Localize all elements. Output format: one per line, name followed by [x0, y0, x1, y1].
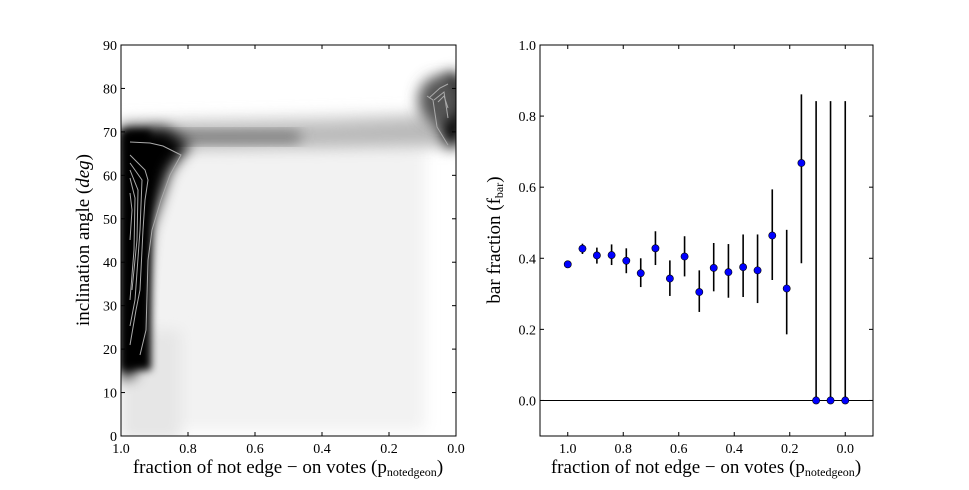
y-tick-label: 20 — [103, 343, 117, 358]
density-map — [121, 45, 456, 436]
data-point — [768, 231, 777, 240]
data-point — [636, 269, 645, 278]
x-tick-label: 0.0 — [447, 442, 465, 457]
x-tick-label: 0.2 — [380, 442, 398, 457]
scatter-axes-frame — [539, 44, 874, 437]
y-tick-label: 80 — [103, 82, 117, 97]
y-tick-label: 30 — [103, 300, 117, 315]
y-tick-label: 40 — [103, 256, 117, 271]
y-tick-label: 0.6 — [519, 181, 537, 196]
x-tick-label: 0.4 — [313, 442, 331, 457]
x-tick-label: 0.6 — [246, 442, 264, 457]
scatter-ticks: 1.0 0.8 0.6 0.4 0.2 0.0 0.0 0.2 0.4 0.6 0.8 1.0 — [519, 39, 873, 457]
x-tick-label: 0.4 — [726, 442, 744, 457]
data-point — [607, 251, 616, 259]
heatmap-panel: 1.0 0.8 0.6 0.4 0.2 0.0 0 10 20 30 40 50 60 70 80 90 fr… — [73, 39, 465, 479]
data-point — [812, 396, 821, 405]
data-point — [724, 268, 733, 277]
data-point — [797, 159, 806, 167]
data-point — [841, 396, 850, 405]
y-tick-label: 90 — [103, 39, 117, 54]
data-point — [592, 251, 601, 260]
data-point — [578, 244, 587, 253]
y-tick-label: 0 — [110, 430, 117, 445]
bar-fraction-panel: 1.0 0.8 0.6 0.4 0.2 0.0 0.0 0.2 0.4 0.6 0.8 1.0 fra… — [484, 39, 874, 479]
x-tick-label: 0.8 — [179, 442, 197, 457]
data-point — [753, 266, 762, 275]
data-point — [826, 396, 835, 405]
scatter-x-axis-label: fraction of not edge − on votes (pnotedg… — [551, 457, 861, 479]
y-tick-label: 10 — [103, 387, 117, 402]
x-tick-label: 0.0 — [837, 442, 855, 457]
y-tick-label: 0.2 — [519, 323, 537, 338]
bar-fraction-marks — [540, 94, 873, 405]
x-tick-label: 1.0 — [559, 442, 577, 457]
heatmap-x-axis-label: fraction of not edge − on votes (pnotedg… — [133, 457, 443, 479]
y-tick-label: 0.8 — [519, 110, 537, 125]
scatter-y-axis-label: bar fraction (fbar) — [484, 176, 506, 303]
x-tick-label: 0.6 — [670, 442, 688, 457]
y-tick-label: 60 — [103, 169, 117, 184]
y-tick-label: 70 — [103, 126, 117, 141]
data-point — [695, 288, 704, 296]
data-point — [622, 256, 631, 265]
x-tick-label: 1.0 — [112, 442, 130, 457]
y-tick-label: 1.0 — [519, 39, 537, 54]
data-point — [665, 274, 674, 283]
data-point — [739, 263, 748, 272]
heatmap-axes-frame — [120, 44, 457, 437]
data-point — [651, 244, 660, 253]
contour-lines — [129, 83, 449, 356]
heatmap-y-axis-label: inclination angle (deg) — [73, 154, 94, 326]
data-point — [782, 284, 791, 293]
data-point — [563, 260, 572, 269]
data-point — [680, 252, 689, 261]
heatmap-ticks: 1.0 0.8 0.6 0.4 0.2 0.0 0 10 20 30 40 50 60 70 80 90 — [103, 39, 465, 457]
data-point — [709, 263, 718, 272]
y-tick-label: 0.4 — [519, 252, 537, 267]
x-tick-label: 0.8 — [615, 442, 633, 457]
y-tick-label: 0.0 — [519, 394, 537, 409]
y-tick-label: 50 — [103, 213, 117, 228]
x-tick-label: 0.2 — [781, 442, 799, 457]
